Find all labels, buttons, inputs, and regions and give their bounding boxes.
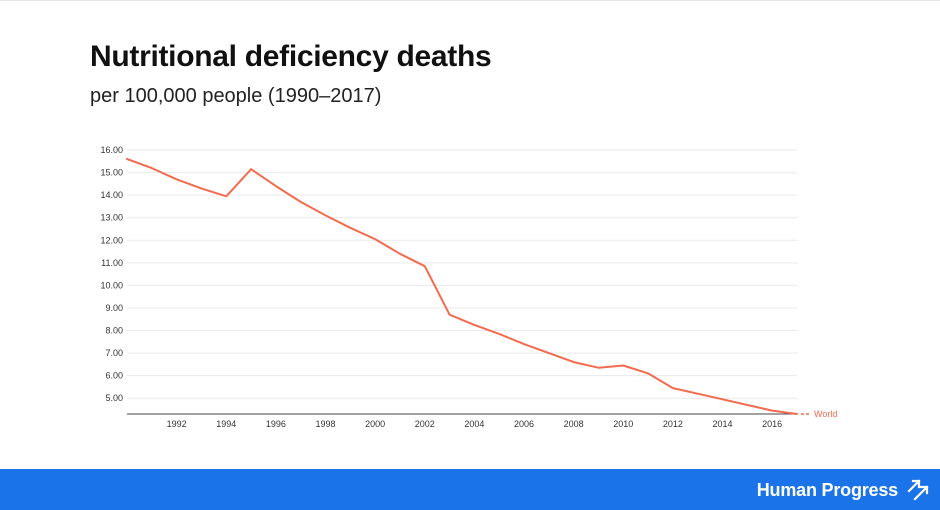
y-tick-label: 8.00 [105, 326, 123, 336]
x-tick-label: 1994 [216, 419, 236, 429]
brand-logo[interactable]: Human Progress [757, 478, 930, 502]
x-tick-label: 1998 [316, 419, 336, 429]
x-tick-label: 2004 [464, 419, 484, 429]
top-border [0, 0, 940, 1]
y-tick-label: 16.00 [100, 145, 123, 155]
y-tick-label: 9.00 [105, 303, 123, 313]
chart-subtitle: per 100,000 people (1990–2017) [90, 85, 382, 107]
x-tick-label: 2010 [613, 419, 633, 429]
x-tick-label: 2002 [415, 419, 435, 429]
line-chart: 5.00 6.00 7.00 8.00 9.00 10.00 11.00 12.00 13.00… [100, 145, 837, 429]
y-tick-label: 13.00 [100, 213, 123, 223]
y-tick-label: 11.00 [101, 258, 123, 268]
series-label-world: World [814, 409, 837, 419]
series-line-world [126, 158, 798, 415]
y-tick-label: 15.00 [100, 168, 123, 178]
footer-bar: Human Progress [0, 469, 940, 510]
y-tick-label: 7.00 [105, 348, 123, 358]
x-tick-label: 2012 [663, 419, 683, 429]
x-tick-label: 1996 [266, 419, 286, 429]
diagonal-arrows-icon [907, 479, 929, 501]
y-tick-label: 6.00 [105, 371, 123, 381]
brand-name: Human Progress [756, 479, 898, 500]
x-tick-label: 2000 [365, 419, 385, 429]
x-tick-label: 2014 [713, 419, 733, 429]
y-tick-label: 14.00 [100, 190, 123, 200]
x-tick-label: 2016 [762, 419, 782, 429]
x-tick-label: 1992 [167, 419, 187, 429]
y-tick-label: 10.00 [100, 280, 123, 290]
y-tick-label: 5.00 [105, 393, 123, 403]
y-tick-label: 12.00 [100, 235, 123, 245]
x-tick-label: 2008 [564, 419, 584, 429]
x-tick-label: 2006 [514, 419, 534, 429]
chart-title: Nutritional deficiency deaths [90, 40, 492, 73]
